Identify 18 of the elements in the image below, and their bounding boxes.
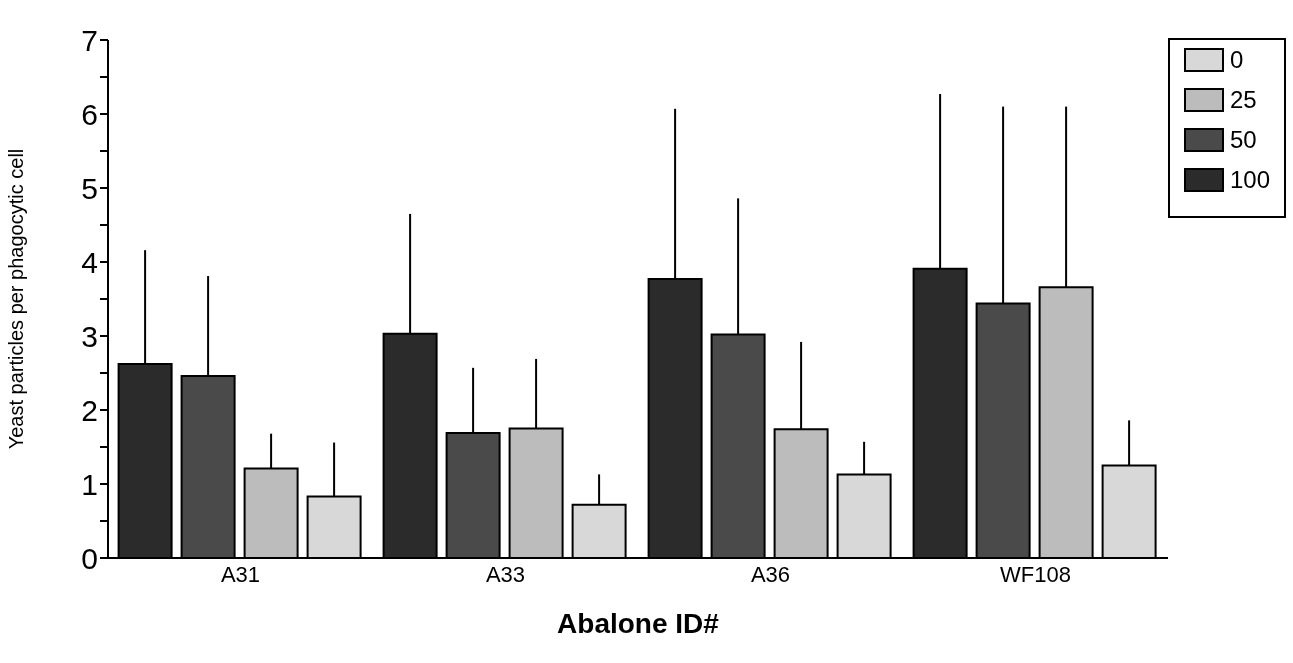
y-tick-label: 1 [81, 467, 98, 501]
legend-label: 25 [1230, 86, 1257, 113]
x-tick-label: A36 [750, 561, 791, 587]
y-tick-label: 4 [81, 245, 98, 279]
y-tick-label: 0 [81, 541, 98, 575]
y-axis-title: Yeast particles per phagocytic cell [5, 148, 28, 450]
x-axis-title: Abalone ID# [557, 608, 720, 639]
y-tick-label: 2 [81, 393, 98, 427]
x-tick-label: A33 [485, 561, 526, 587]
y-tick-label: 5 [81, 171, 98, 205]
legend-label: 0 [1230, 46, 1244, 73]
x-tick-label: WF108 [1000, 561, 1071, 587]
y-tick-label: 7 [81, 23, 98, 57]
legend-label: 100 [1229, 166, 1270, 193]
y-tick-label: 3 [81, 319, 98, 353]
legend-label: 50 [1230, 126, 1257, 153]
y-tick-label: 6 [81, 97, 98, 131]
x-tick-label: A31 [220, 561, 261, 587]
